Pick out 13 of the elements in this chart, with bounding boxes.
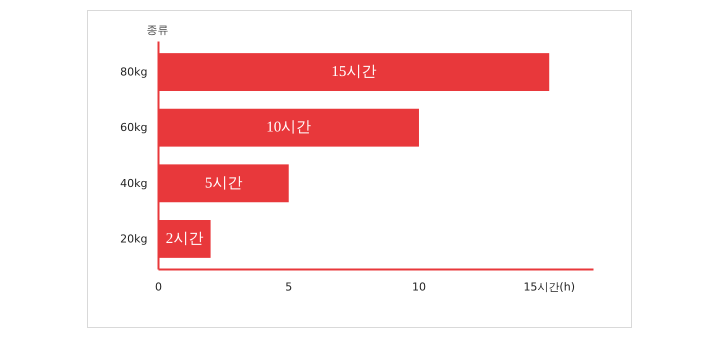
data-label: 2시간	[166, 230, 204, 247]
y-tick-label: 40kg	[120, 176, 148, 190]
y-tick-label: 20kg	[120, 232, 148, 246]
y-tick-label: 60kg	[120, 121, 148, 134]
x-tick-label: 15시간(h)	[523, 280, 576, 294]
x-tick-label: 10	[412, 280, 426, 294]
x-tick-label: 5	[285, 280, 292, 294]
data-label: 10시간	[266, 120, 312, 136]
y-tick-label: 80kg	[120, 66, 148, 79]
y-axis-title: 종류	[146, 24, 168, 36]
data-label: 5시간	[204, 175, 242, 192]
data-label: 15시간	[331, 64, 376, 80]
x-tick-label: 0	[155, 280, 162, 294]
